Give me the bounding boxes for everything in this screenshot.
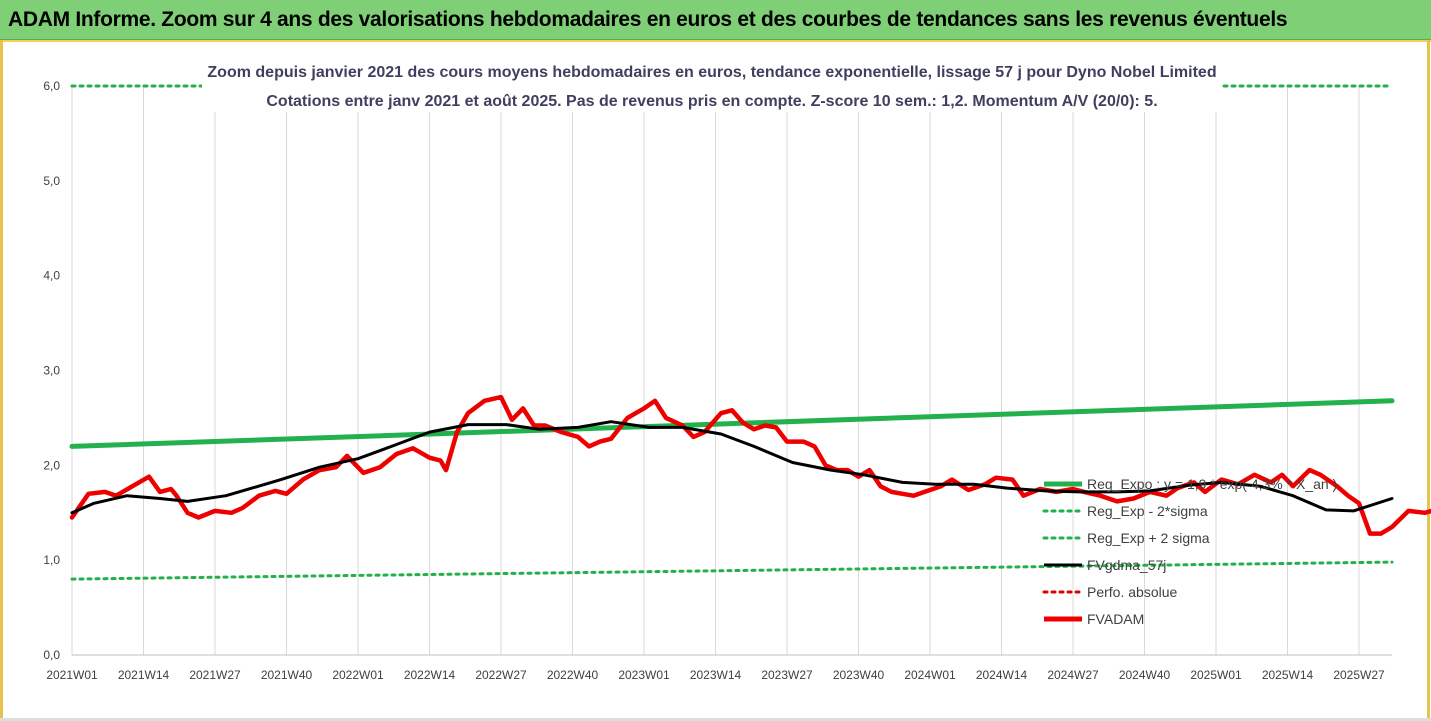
fvgdma-57j-line: [70, 420, 1394, 515]
legend-reg-minus-2sigma-label: Reg_Exp - 2*sigma: [1087, 503, 1208, 519]
x-tick-2023w01: 2023W01: [618, 668, 670, 682]
x-tick-2025w27: 2025W27: [1333, 668, 1385, 682]
x-axis-tick-labels: 2021W01 2021W14 2021W27 2021W40 2022W01 2022W…: [46, 668, 1385, 682]
vertical-gridlines: [71, 86, 1392, 656]
legend-fvgdma-label: FVgdma_57j: [1087, 557, 1166, 573]
x-tick-2021w27: 2021W27: [189, 668, 241, 682]
x-tick-2021w01: 2021W01: [46, 668, 98, 682]
x-tick-2025w01: 2025W01: [1190, 668, 1242, 682]
y-tick-0: 0,0: [43, 648, 60, 662]
chart-title: Zoom depuis janvier 2021 des cours moyen…: [207, 64, 1216, 81]
y-tick-4: 4,0: [43, 269, 60, 283]
fvadam-line: [69, 394, 1431, 536]
reg-minus-2sigma-line: [70, 560, 1394, 581]
x-tick-2022w01: 2022W01: [332, 668, 384, 682]
valuation-chart: 2021W01 2021W14 2021W27 2021W40 2022W01 2022W…: [43, 54, 1431, 682]
y-tick-3: 3,0: [43, 364, 60, 378]
x-tick-2024w27: 2024W27: [1047, 668, 1099, 682]
y-tick-5: 5,0: [43, 174, 60, 188]
x-tick-2021w14: 2021W14: [118, 668, 170, 682]
legend-perfo-absolue-label: Perfo. absolue: [1087, 584, 1177, 600]
frame-right-border: [1427, 40, 1430, 721]
y-axis-tick-labels: 0,0 1,0 2,0 3,0 4,0 5,0 6,0: [43, 79, 60, 662]
series-lines: [69, 84, 1431, 581]
x-tick-2022w27: 2022W27: [475, 668, 527, 682]
frame-top-border: [0, 40, 1431, 42]
frame-left-border: [0, 40, 3, 721]
report-title: ADAM Informe. Zoom sur 4 ans des valoris…: [8, 7, 1288, 31]
x-tick-2024w01: 2024W01: [904, 668, 956, 682]
x-tick-2024w40: 2024W40: [1119, 668, 1171, 682]
x-tick-2023w14: 2023W14: [690, 668, 742, 682]
x-tick-2023w27: 2023W27: [761, 668, 813, 682]
x-tick-2025w14: 2025W14: [1262, 668, 1314, 682]
reg-expo-line: [69, 398, 1395, 449]
frame-bottom-border: [0, 718, 1431, 721]
chart-legend: Reg_Expo : y = 1,9 * exp( 4,3% * X_an ) R…: [1042, 476, 1337, 627]
x-tick-2024w14: 2024W14: [976, 668, 1028, 682]
report-header: ADAM Informe. Zoom sur 4 ans des valoris…: [0, 0, 1431, 40]
legend-reg-expo-label: Reg_Expo : y = 1,9 * exp( 4,3% * X_an ): [1087, 476, 1337, 492]
chart-subtitle: Cotations entre janv 2021 et août 2025. …: [266, 93, 1157, 110]
y-tick-6: 6,0: [43, 79, 60, 93]
x-tick-2023w40: 2023W40: [833, 668, 885, 682]
y-tick-2: 2,0: [43, 458, 60, 472]
x-tick-2022w40: 2022W40: [547, 668, 599, 682]
x-tick-2022w14: 2022W14: [404, 668, 456, 682]
x-tick-2021w40: 2021W40: [261, 668, 313, 682]
legend-reg-plus-2sigma-label: Reg_Exp + 2 sigma: [1087, 530, 1210, 546]
y-tick-1: 1,0: [43, 553, 60, 567]
title-backdrop: [202, 54, 1222, 112]
legend-fvadam-label: FVADAM: [1087, 611, 1144, 627]
